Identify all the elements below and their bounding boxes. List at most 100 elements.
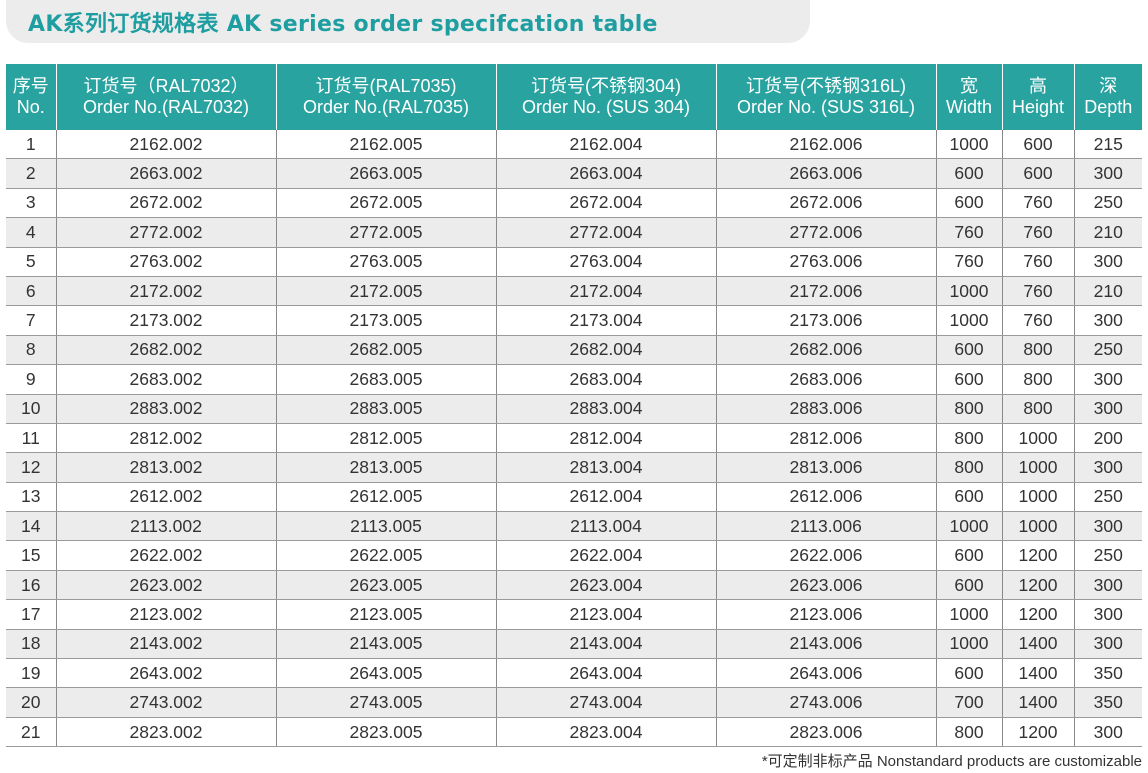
table-cell: 1000 — [1002, 452, 1075, 483]
table-cell: 2123.005 — [276, 599, 497, 630]
table-row: 11 2812.002 2812.005 2812.004 2812.006 800 100… — [6, 423, 1142, 454]
table-cell: 2682.005 — [276, 335, 497, 366]
table-cell: 2823.002 — [56, 717, 277, 748]
table-cell: 21 — [6, 717, 57, 748]
table-cell: 2763.006 — [716, 247, 937, 277]
table-cell: 2812.002 — [56, 423, 277, 454]
table-cell: 1000 — [1002, 511, 1075, 542]
table-cell: 2622.004 — [496, 540, 717, 571]
table-cell: 600 — [936, 658, 1003, 689]
table-cell: 200 — [1074, 423, 1142, 454]
table-row: 8 2682.002 2682.005 2682.004 2682.006 600 800 2… — [6, 335, 1142, 366]
table-cell: 300 — [1074, 247, 1142, 277]
table-cell: 2812.005 — [276, 423, 497, 454]
table-cell: 2743.002 — [56, 687, 277, 718]
table-cell: 2682.006 — [716, 335, 937, 366]
header-label-cn: 订货号(不锈钢304) — [530, 76, 682, 96]
table-cell: 2643.002 — [56, 658, 277, 689]
table-cell: 2173.005 — [276, 305, 497, 336]
table-row: 10 2883.002 2883.005 2883.004 2883.006 800 800… — [6, 394, 1142, 424]
table-cell: 2743.006 — [716, 687, 937, 718]
table-cell: 1200 — [1002, 599, 1075, 630]
table-cell: 2172.004 — [496, 276, 717, 307]
header-label-cn: 订货号(不锈钢316L) — [745, 76, 907, 96]
table-cell: 800 — [1002, 364, 1075, 395]
table-cell: 2743.005 — [276, 687, 497, 718]
header-no: 序号 No. — [6, 64, 57, 130]
table-cell: 2813.005 — [276, 452, 497, 483]
header-label-cn: 序号 — [12, 76, 49, 96]
table-cell: 2143.006 — [716, 629, 937, 660]
table-cell: 2813.006 — [716, 452, 937, 483]
table-cell: 600 — [936, 335, 1003, 366]
table-row: 13 2612.002 2612.005 2612.004 2612.006 600 100… — [6, 482, 1142, 513]
table-cell: 2672.005 — [276, 188, 497, 219]
table-cell: 300 — [1074, 364, 1142, 395]
table-cell: 20 — [6, 687, 57, 718]
table-cell: 2622.006 — [716, 540, 937, 571]
table-row: 17 2123.002 2123.005 2123.004 2123.006 1000 12… — [6, 599, 1142, 630]
table-row: 4 2772.002 2772.005 2772.004 2772.006 760 760 2… — [6, 217, 1142, 248]
table-cell: 2772.002 — [56, 217, 277, 248]
table-cell: 2672.006 — [716, 188, 937, 219]
header-order-sus316l: 订货号(不锈钢316L) Order No. (SUS 316L) — [716, 64, 937, 130]
table-cell: 600 — [936, 482, 1003, 513]
table-cell: 15 — [6, 540, 57, 571]
table-cell: 2812.006 — [716, 423, 937, 454]
table-cell: 215 — [1074, 130, 1142, 160]
table-cell: 2772.006 — [716, 217, 937, 248]
table-cell: 250 — [1074, 188, 1142, 219]
page-title: AK系列订货规格表 AK series order specifcation t… — [28, 11, 658, 37]
table-cell: 2683.006 — [716, 364, 937, 395]
table-cell: 2683.002 — [56, 364, 277, 395]
table-cell: 350 — [1074, 658, 1142, 689]
table-cell: 800 — [1002, 394, 1075, 424]
table-cell: 1000 — [936, 276, 1003, 307]
table-cell: 760 — [936, 247, 1003, 277]
table-row: 5 2763.002 2763.005 2763.004 2763.006 760 760 3… — [6, 247, 1142, 277]
table-cell: 300 — [1074, 394, 1142, 424]
header-label-en: Order No.(RAL7035) — [302, 97, 470, 117]
table-cell: 17 — [6, 599, 57, 630]
table-cell: 600 — [936, 158, 1003, 189]
table-cell: 700 — [936, 687, 1003, 718]
header-label-cn: 订货号(RAL7035) — [315, 76, 457, 96]
table-cell: 2813.004 — [496, 452, 717, 483]
table-cell: 13 — [6, 482, 57, 513]
table-cell: 5 — [6, 247, 57, 277]
table-cell: 2612.004 — [496, 482, 717, 513]
table-cell: 2623.004 — [496, 570, 717, 601]
table-cell: 14 — [6, 511, 57, 542]
table-cell: 600 — [936, 364, 1003, 395]
table-cell: 350 — [1074, 687, 1142, 718]
table-cell: 2823.004 — [496, 717, 717, 748]
table-cell: 2763.002 — [56, 247, 277, 277]
table-cell: 1400 — [1002, 687, 1075, 718]
table-cell: 760 — [936, 217, 1003, 248]
table-cell: 1000 — [936, 629, 1003, 660]
table-row: 18 2143.002 2143.005 2143.004 2143.006 1000 14… — [6, 629, 1142, 660]
table-cell: 1200 — [1002, 717, 1075, 748]
table-cell: 2743.004 — [496, 687, 717, 718]
title-banner: AK系列订货规格表 AK series order specifcation t… — [6, 0, 810, 43]
table-cell: 2612.002 — [56, 482, 277, 513]
table-cell: 2162.005 — [276, 130, 497, 160]
table-cell: 2772.004 — [496, 217, 717, 248]
table-cell: 1000 — [936, 130, 1003, 160]
table-cell: 600 — [1002, 130, 1075, 160]
table-cell: 2113.002 — [56, 511, 277, 542]
table-cell: 2162.004 — [496, 130, 717, 160]
table-cell: 19 — [6, 658, 57, 689]
table-cell: 3 — [6, 188, 57, 219]
table-cell: 2643.004 — [496, 658, 717, 689]
table-cell: 6 — [6, 276, 57, 307]
table-cell: 600 — [936, 188, 1003, 219]
table-row: 2 2663.002 2663.005 2663.004 2663.006 600 600 3… — [6, 158, 1142, 189]
table-cell: 1000 — [1002, 423, 1075, 454]
table-cell: 2113.004 — [496, 511, 717, 542]
table-cell: 2883.002 — [56, 394, 277, 424]
table-cell: 760 — [1002, 188, 1075, 219]
table-cell: 2623.002 — [56, 570, 277, 601]
table-cell: 300 — [1074, 717, 1142, 748]
table-cell: 2123.006 — [716, 599, 937, 630]
